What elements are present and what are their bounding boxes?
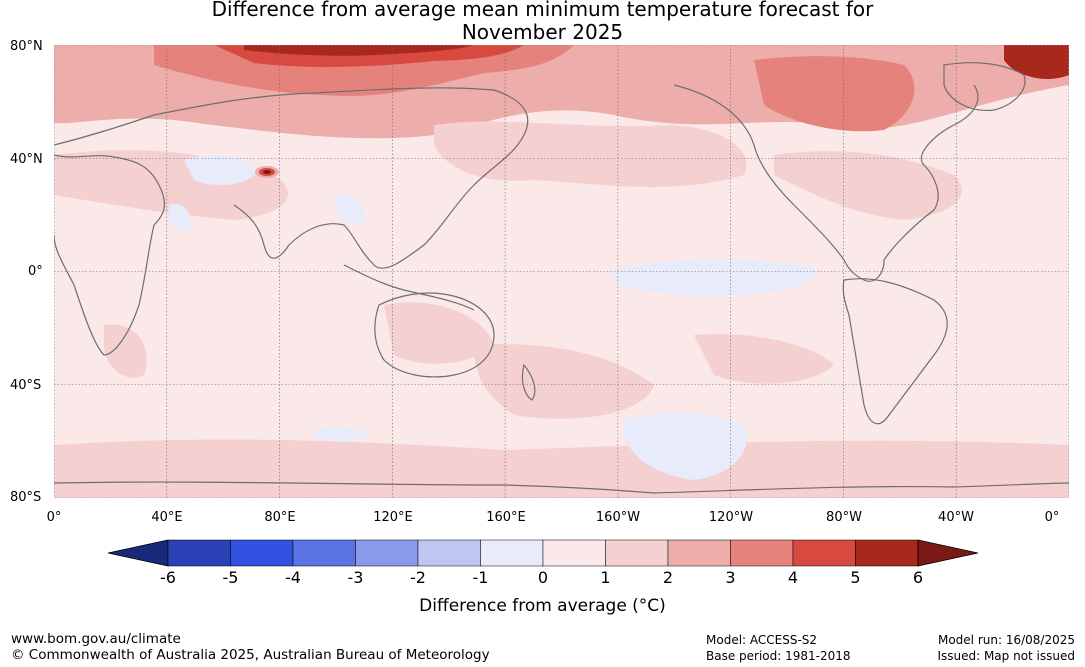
south-pacific-warm [474, 344, 654, 419]
india-cool [168, 204, 191, 232]
equatorial-pacific-cool [614, 259, 816, 296]
colorbar-tick-label: -3 [347, 568, 364, 587]
south-ocean-cool [314, 427, 369, 442]
colorbar-segment [667, 539, 731, 567]
tibet-cool [184, 154, 259, 186]
lon-label-360: 0° [1044, 510, 1060, 525]
colorbar [108, 539, 978, 567]
australia-outline [374, 292, 495, 378]
map-title-line2: November 2025 [461, 20, 624, 44]
lon-label-80e: 80°E [264, 510, 296, 525]
colorbar-segment [417, 539, 481, 567]
colorbar-tick-label: 1 [600, 568, 611, 587]
southeast-asia-outline [343, 264, 475, 311]
antarctica-outline [54, 481, 1069, 494]
lon-label-80w: 80°W [826, 510, 862, 525]
lat-label-40n: 40°N [10, 152, 43, 167]
colorbar-tick-label: -2 [410, 568, 426, 587]
colorbar-title: Difference from average (°C) [419, 596, 666, 616]
colorbar-segment [855, 539, 919, 567]
lat-label-80s: 80°S [10, 490, 42, 505]
colorbar-segment [292, 539, 356, 567]
himalaya-hotspot [255, 166, 279, 178]
lat-label-0: 0° [28, 264, 43, 279]
south-america-outline [842, 278, 948, 425]
map-title-line1: Difference from average mean minimum tem… [211, 0, 874, 21]
colorbar-tick-label: 4 [787, 568, 799, 587]
europe-asia-outline [54, 87, 529, 269]
cool-regions [168, 154, 816, 480]
lon-label-120w: 120°W [708, 510, 754, 525]
gridlines [54, 45, 1069, 498]
anomaly-regions [54, 45, 1069, 498]
lon-label-40w: 40°W [938, 510, 974, 525]
footer-copyright: © Commonwealth of Australia 2025, Austra… [11, 647, 490, 663]
colorbar-tick-label: -1 [472, 568, 489, 587]
colorbar-tick-label: 6 [912, 568, 924, 587]
new-zealand-outline [521, 363, 536, 401]
footer-website: www.bom.gov.au/climate [11, 631, 181, 647]
colorbar-tick-label: 3 [725, 568, 736, 587]
footer-issued: Issued: Map not issued [937, 649, 1075, 663]
footer-model: Model: ACCESS-S2 [706, 633, 818, 647]
colorbar-tick-label: -5 [222, 568, 239, 587]
china-cool [334, 194, 365, 224]
lon-label-160w: 160°W [595, 510, 641, 525]
lat-label-40s: 40°S [10, 378, 42, 393]
colorbar-tick-label: -4 [285, 568, 301, 587]
colorbar-segment [480, 539, 544, 567]
southern-pacific-cool [624, 413, 747, 480]
colorbar-segment [542, 539, 606, 567]
colorbar-tick-label: 0 [537, 568, 549, 587]
lon-label-160e: 160°E [486, 510, 526, 525]
greenland-outline [943, 62, 1026, 112]
southern-ocean-warm [54, 439, 1069, 498]
colorbar-tick-label: 2 [662, 568, 674, 587]
colorbar-tick-label: 5 [850, 568, 861, 587]
lon-label-120e: 120°E [373, 510, 413, 525]
colorbar-segment [355, 539, 419, 567]
siberia-hottest [244, 45, 474, 56]
canada-warm [754, 56, 915, 132]
colorbar-arrow-low [108, 539, 169, 567]
lat-label-80n: 80°N [10, 39, 43, 54]
greenland-hot [1004, 45, 1069, 80]
footer-base-period: Base period: 1981-2018 [706, 649, 851, 663]
north-america-outline [673, 84, 979, 282]
north-pacific-warm [434, 121, 747, 187]
map-border [54, 45, 1069, 498]
lon-label-0: 0° [46, 510, 62, 525]
africa-warm [104, 324, 147, 378]
colorbar-segment [730, 539, 794, 567]
colorbar-segment [605, 539, 669, 567]
australia-warm [384, 302, 494, 364]
colorbar-segment [167, 539, 231, 567]
coastlines [54, 62, 1069, 494]
forecast-map [54, 45, 1069, 498]
colorbar-arrow-high [917, 539, 978, 567]
colorbar-tick-label: -6 [160, 568, 176, 587]
footer-model-run: Model run: 16/08/2025 [937, 633, 1075, 647]
colorbar-segment [792, 539, 856, 567]
north-america-warm [774, 151, 962, 220]
africa-outline [54, 154, 166, 356]
south-america-warm [694, 334, 834, 384]
colorbar-segment [230, 539, 294, 567]
lon-label-40e: 40°E [151, 510, 183, 525]
